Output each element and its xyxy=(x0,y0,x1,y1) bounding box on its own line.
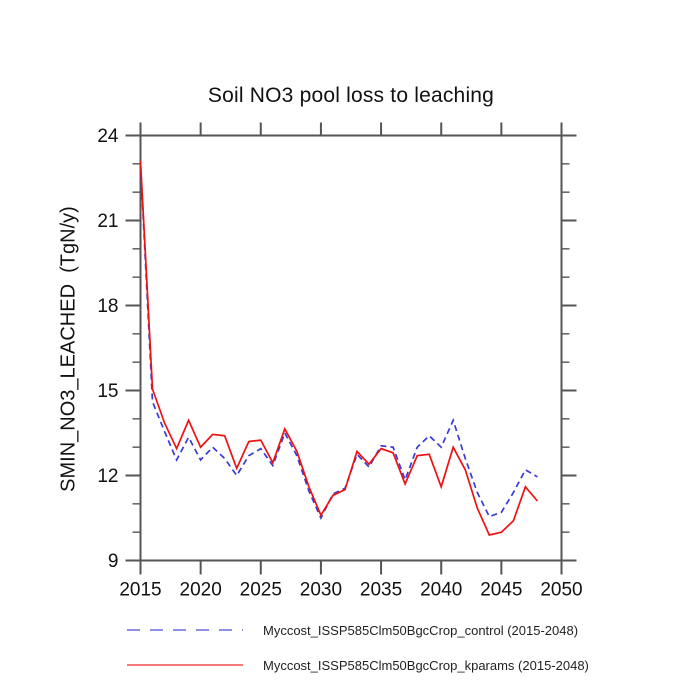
legend-item-kparams: Myccost_ISSP585Clm50BgcCrop_kparams (201… xyxy=(127,655,647,675)
x-tick-label: 2050 xyxy=(540,580,582,601)
legend-item-control: Myccost_ISSP585Clm50BgcCrop_control (201… xyxy=(127,620,647,640)
legend-label-control: Myccost_ISSP585Clm50BgcCrop_control (201… xyxy=(263,622,579,638)
x-tick-label: 2040 xyxy=(420,580,462,601)
legend-line-control-icon xyxy=(127,629,243,631)
legend-label-kparams: Myccost_ISSP585Clm50BgcCrop_kparams (201… xyxy=(263,657,589,673)
y-tick-label: 24 xyxy=(97,126,119,147)
x-tick-label: 2035 xyxy=(360,580,402,601)
chart-title: Soil NO3 pool loss to leaching xyxy=(207,84,495,107)
x-tick-label: 2015 xyxy=(119,580,161,601)
y-tick-label: 9 xyxy=(108,551,119,572)
y-tick-label: 15 xyxy=(97,381,118,402)
y-tick-label: 12 xyxy=(97,466,118,487)
legend: Myccost_ISSP585Clm50BgcCrop_control (201… xyxy=(127,620,647,690)
series-kparams xyxy=(139,160,539,536)
y-tick-label: 21 xyxy=(97,211,118,232)
x-tick-label: 2020 xyxy=(180,580,222,601)
legend-line-kparams-icon xyxy=(127,664,243,666)
series-control xyxy=(139,163,538,520)
x-tick-label: 2045 xyxy=(480,580,522,601)
x-tick-label: 2025 xyxy=(240,580,282,601)
x-tick-label: 2030 xyxy=(300,580,342,601)
y-tick-label: 18 xyxy=(97,296,118,317)
axis-frame xyxy=(139,134,563,562)
